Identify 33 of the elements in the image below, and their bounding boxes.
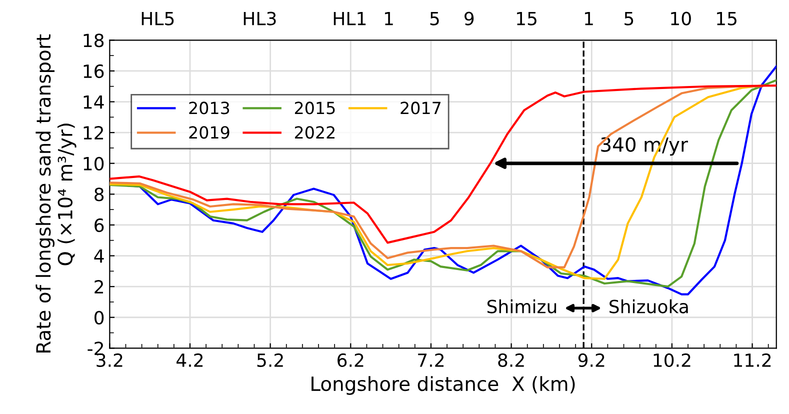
text: 1 5 10 15 (585, 12, 736, 26)
text: HL5 (142, 12, 174, 26)
annotation: Shimizu (487, 299, 556, 314)
line-series (110, 84, 776, 244)
x-tick-label: 8.2 (498, 353, 524, 368)
x-tick-label: 6.2 (338, 353, 364, 368)
y-tick-label: 18 (84, 34, 104, 48)
legend-label: 2022 (294, 126, 334, 139)
y-tick-label: 0 (94, 310, 104, 324)
x-tick-label: 11.2 (734, 353, 771, 367)
annotation: Shizuoka (610, 299, 688, 314)
legend-label: 2015 (294, 102, 335, 114)
x-tick-label: 10.2 (654, 353, 690, 368)
y-tick-label: 8 (94, 188, 104, 202)
y-tick-label: 2 (94, 280, 103, 294)
text: HL3 (244, 12, 276, 26)
legend-label: 2019 (189, 126, 230, 139)
x-tick-label: 4.2 (176, 353, 203, 367)
legend-label: 2017 (400, 102, 440, 114)
x-tick-label: 5.2 (257, 353, 283, 368)
y-tick-label: 4 (94, 249, 104, 263)
y-tick-label: 12 (84, 126, 103, 140)
y-tick-label: 6 (94, 218, 104, 232)
y-tick-label: 16 (84, 64, 104, 78)
text: 1 5 9 15 (385, 12, 536, 26)
text: HL1 (334, 12, 366, 26)
y-tick-label: 14 (84, 95, 104, 109)
legend-label: 2013 (189, 102, 230, 114)
y-axis-title: Rate of longshore sand transport Q (×10⁴ m³/yr) (36, 34, 76, 352)
y-tick-label: 10 (84, 156, 104, 170)
x-tick-label: 7.2 (418, 353, 444, 367)
x-axis-title: Longshore distance X (km) (312, 376, 575, 395)
x-tick-label: 9.2 (578, 353, 604, 368)
